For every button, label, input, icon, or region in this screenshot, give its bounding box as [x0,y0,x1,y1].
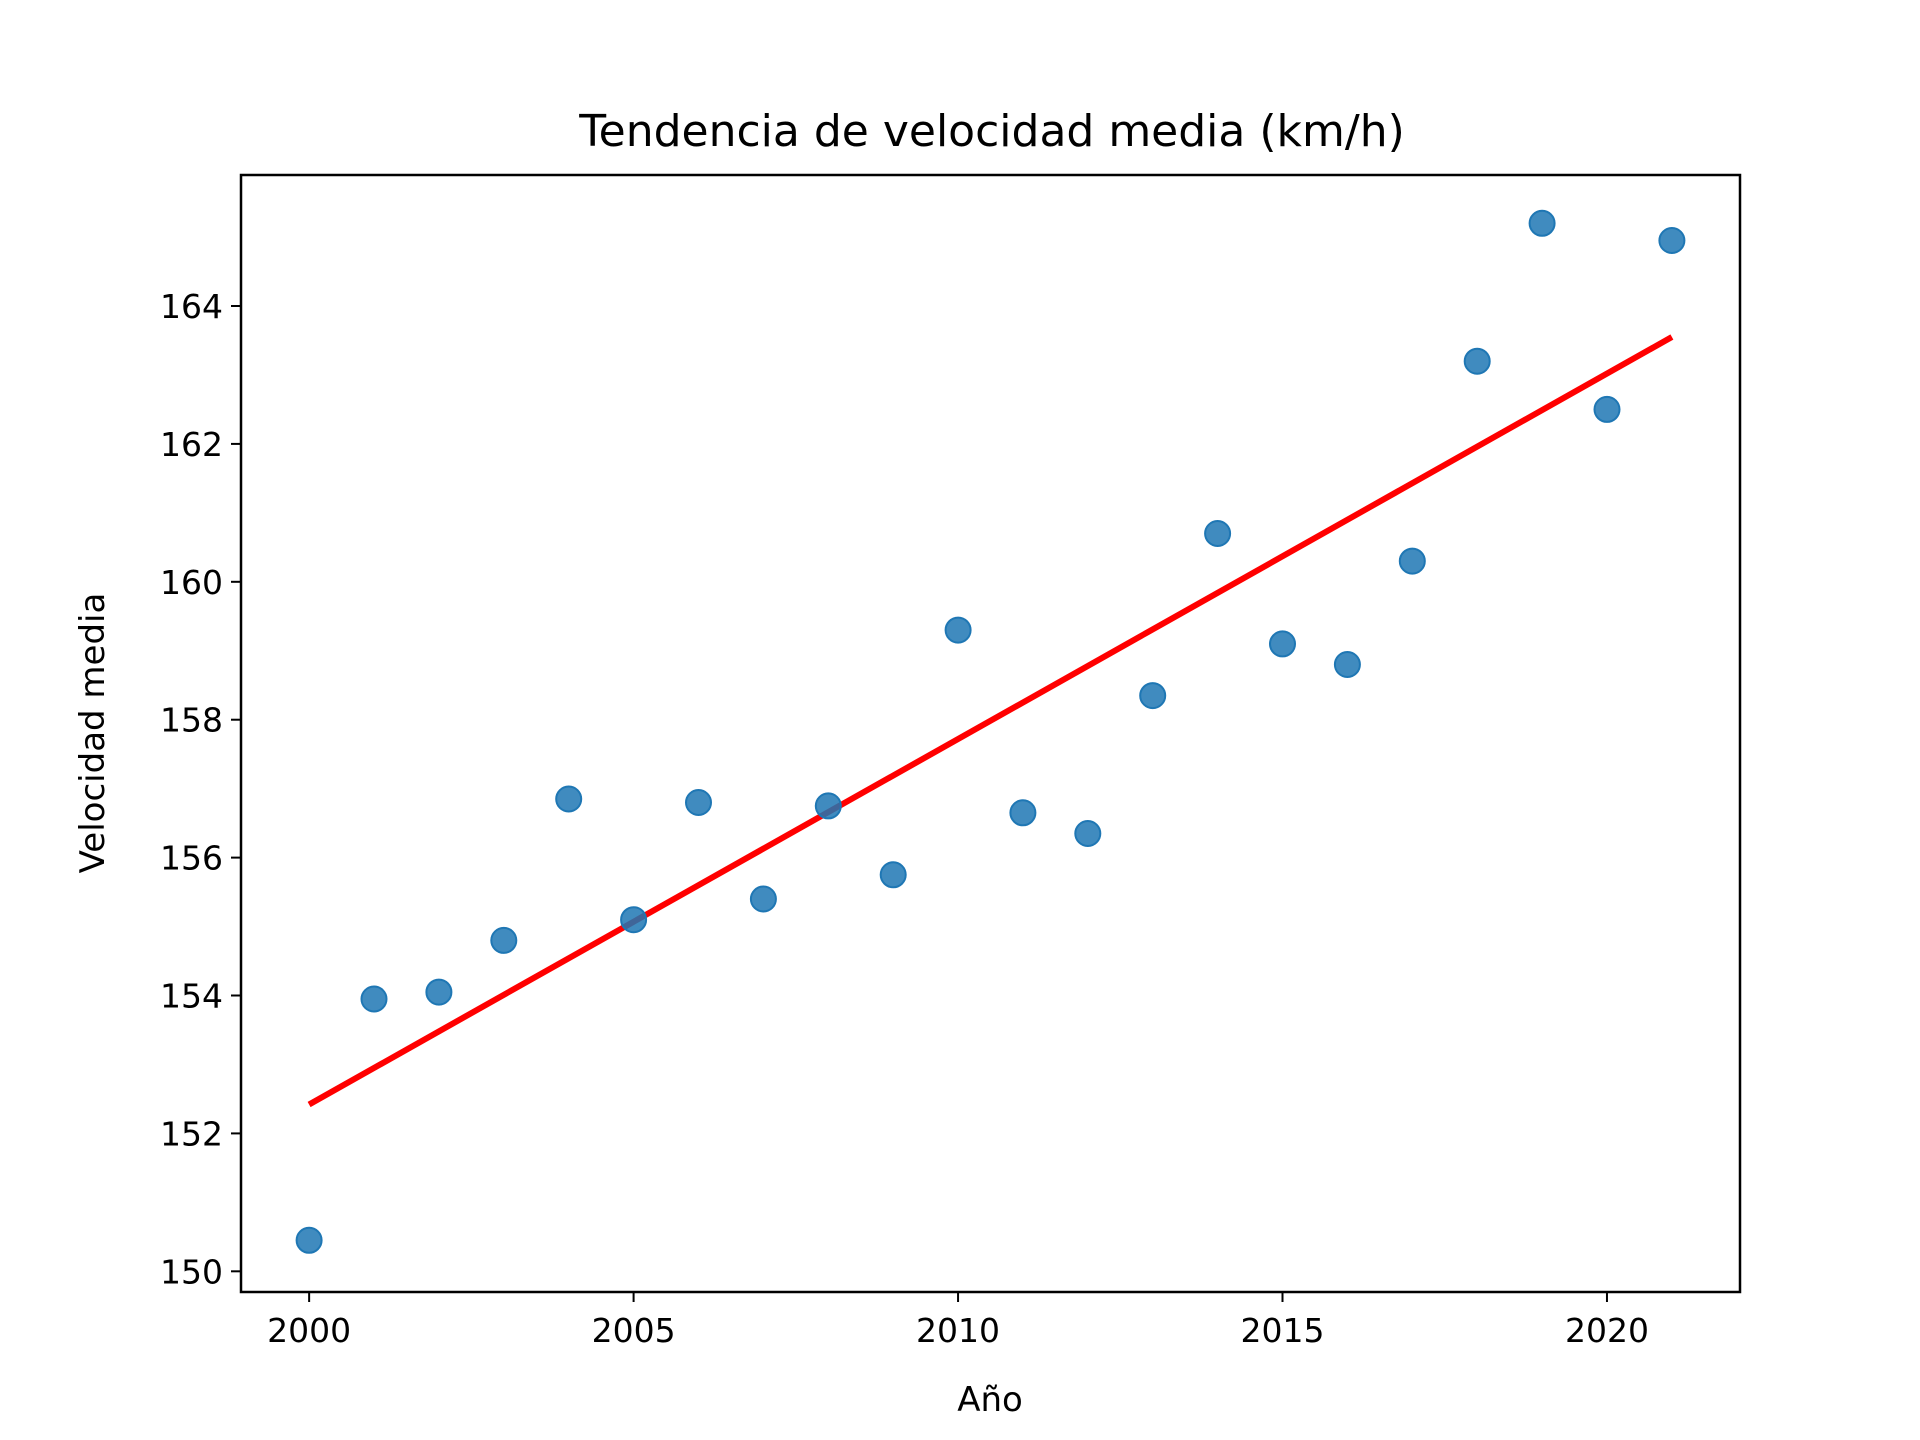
y-tick-label: 164 [160,287,223,326]
data-point [1074,820,1102,847]
data-point [555,785,583,813]
data-point [295,1226,323,1254]
data-point [944,616,972,644]
x-axis: 2000 2005 2010 2015 2020 [267,1292,1649,1350]
data-point [685,789,712,816]
data-point [1528,209,1556,237]
data-point [1139,682,1167,710]
trend-line [307,334,1674,1108]
x-tick-label: 2000 [267,1311,351,1350]
data-point [1593,395,1621,423]
y-tick-label: 150 [160,1252,223,1291]
data-point [490,926,518,954]
x-tick-label: 2010 [916,1311,1000,1350]
data-point [1009,799,1037,827]
y-tick-label: 156 [160,839,223,878]
y-axis-label: Velocidad media [73,593,113,874]
data-point [425,978,453,1006]
data-point [360,985,388,1013]
x-tick-label: 2005 [592,1311,676,1350]
y-tick-label: 160 [160,563,223,602]
data-point [1658,227,1686,254]
y-tick-label: 158 [160,701,223,740]
chart-title: Tendencia de velocidad media (km/h) [578,106,1405,157]
x-tick-label: 2020 [1565,1311,1649,1350]
plot-frame [239,173,1742,1294]
data-point [814,792,842,820]
data-point [1398,547,1426,575]
x-axis-label: Año [957,1380,1023,1420]
data-point [1463,347,1491,375]
y-tick-label: 152 [160,1114,223,1153]
data-point [1333,651,1361,678]
data-point [1269,630,1296,658]
plot-area [295,209,1686,1254]
y-axis: 150 152 154 156 158 160 162 164 [160,287,241,1291]
data-point [749,885,777,913]
data-point [620,906,648,934]
x-tick-label: 2015 [1241,1311,1325,1350]
data-point [879,861,907,889]
y-tick-label: 154 [160,977,223,1016]
y-tick-label: 162 [160,425,223,464]
data-point [1204,520,1232,547]
